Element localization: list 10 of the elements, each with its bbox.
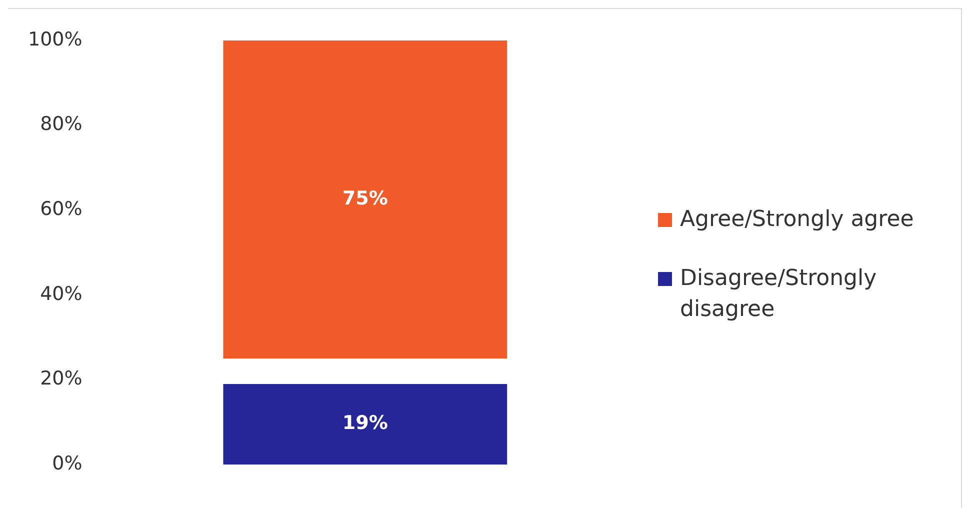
y-tick-label: 60% [40, 198, 82, 220]
legend-label: Agree/Strongly agree [680, 206, 914, 234]
y-tick-label: 20% [40, 368, 82, 390]
y-tick-label: 80% [40, 113, 82, 136]
legend-label: Disagree/Strongly disagree [680, 265, 878, 324]
y-tick-label: 0% [52, 452, 82, 475]
data-label: 19% [342, 412, 388, 434]
data-label: 75% [342, 187, 388, 210]
y-tick-label: 40% [40, 282, 82, 305]
y-tick-label: 100% [28, 28, 82, 50]
